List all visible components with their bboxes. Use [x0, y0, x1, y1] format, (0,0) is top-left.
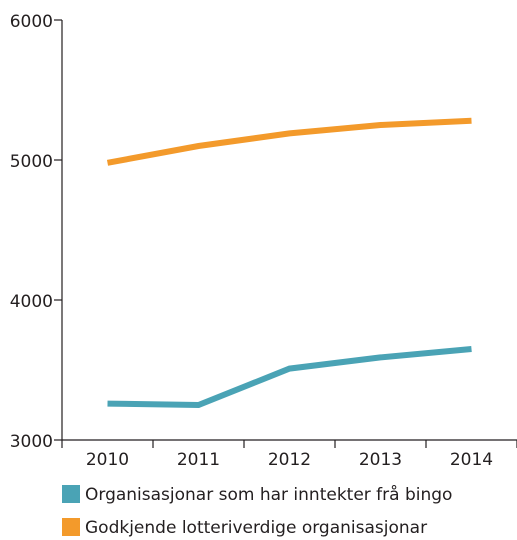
- x-tick-label: 2013: [359, 450, 402, 470]
- legend-label: Godkjende lotteriverdige organisasjonar: [85, 518, 427, 538]
- x-tick-label: 2010: [86, 450, 129, 470]
- y-tick-label: 4000: [10, 292, 53, 312]
- x-tick-label: 2011: [177, 450, 220, 470]
- legend-label: Organisasjonar som har inntekter frå bin…: [85, 484, 452, 505]
- series-line: [106, 117, 472, 166]
- x-tick-label: 2012: [268, 450, 311, 470]
- y-tick-label: 5000: [10, 152, 53, 172]
- legend-swatch: [62, 518, 80, 536]
- y-tick-label: 6000: [10, 12, 53, 32]
- y-tick-label: 3000: [10, 432, 53, 452]
- series-line: [107, 346, 472, 409]
- x-tick-label: 2014: [450, 450, 493, 470]
- legend-swatch: [62, 485, 80, 503]
